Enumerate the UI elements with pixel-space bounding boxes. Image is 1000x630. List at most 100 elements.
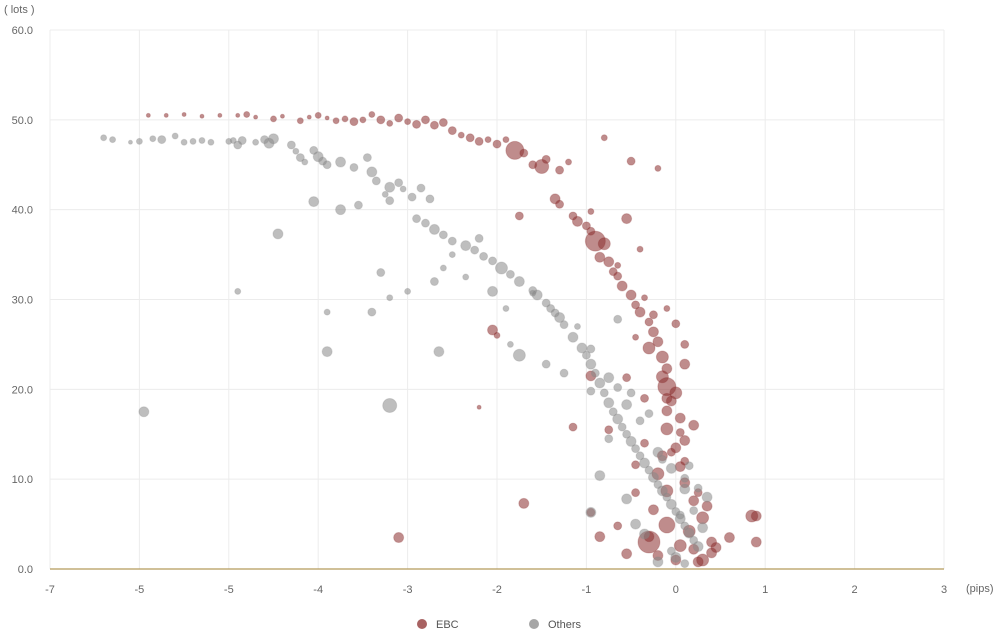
data-point bbox=[476, 404, 482, 410]
data-point bbox=[321, 346, 333, 358]
data-point bbox=[407, 192, 417, 202]
data-point bbox=[750, 510, 762, 522]
data-point bbox=[335, 204, 347, 216]
data-point bbox=[696, 511, 710, 525]
data-point bbox=[546, 303, 556, 313]
y-tick-label: 60.0 bbox=[12, 25, 33, 37]
x-tick-label: 2 bbox=[852, 584, 858, 596]
data-point bbox=[296, 117, 304, 125]
data-point bbox=[559, 368, 569, 378]
data-point bbox=[502, 136, 510, 144]
data-point bbox=[474, 136, 484, 146]
data-point bbox=[412, 119, 422, 129]
data-point bbox=[306, 114, 312, 120]
data-point bbox=[308, 196, 320, 208]
data-point bbox=[647, 326, 659, 338]
data-point bbox=[462, 273, 470, 281]
data-point bbox=[666, 447, 676, 457]
data-point bbox=[594, 377, 606, 389]
data-point bbox=[207, 138, 215, 146]
data-point bbox=[594, 470, 606, 482]
data-point bbox=[662, 492, 672, 502]
data-point bbox=[235, 112, 241, 118]
data-point bbox=[603, 372, 615, 384]
data-point bbox=[636, 245, 644, 253]
data-point bbox=[189, 137, 197, 145]
data-point bbox=[652, 556, 664, 568]
data-point bbox=[199, 113, 205, 119]
data-point bbox=[626, 388, 636, 398]
data-point bbox=[368, 110, 376, 118]
data-point bbox=[229, 136, 237, 144]
data-point bbox=[603, 397, 615, 409]
data-point bbox=[750, 536, 762, 548]
data-point bbox=[671, 319, 681, 329]
x-tick-label: -7 bbox=[45, 584, 55, 596]
data-point bbox=[635, 451, 645, 461]
data-points bbox=[100, 110, 762, 569]
data-point bbox=[655, 350, 669, 364]
data-point bbox=[642, 341, 656, 355]
data-point bbox=[279, 113, 285, 119]
data-point bbox=[693, 483, 703, 493]
data-point bbox=[157, 135, 167, 145]
data-point bbox=[502, 304, 510, 312]
data-point bbox=[301, 158, 309, 166]
data-point bbox=[416, 183, 426, 193]
data-point bbox=[394, 113, 404, 123]
data-point bbox=[688, 419, 700, 431]
data-point bbox=[341, 115, 349, 123]
data-point bbox=[429, 120, 439, 130]
data-point bbox=[243, 110, 251, 118]
data-point bbox=[674, 412, 686, 424]
data-point bbox=[640, 393, 650, 403]
data-point bbox=[513, 276, 525, 288]
data-point bbox=[353, 200, 363, 210]
data-point bbox=[541, 298, 551, 308]
data-point bbox=[631, 300, 641, 310]
data-point bbox=[272, 228, 284, 240]
data-point bbox=[657, 454, 667, 464]
data-point bbox=[420, 115, 430, 125]
data-point bbox=[586, 344, 596, 354]
data-point bbox=[447, 126, 457, 136]
data-point bbox=[323, 308, 331, 316]
data-point bbox=[270, 115, 277, 123]
data-point bbox=[631, 488, 641, 498]
data-point bbox=[647, 504, 659, 516]
data-point bbox=[234, 287, 242, 295]
data-point bbox=[386, 119, 394, 127]
data-point bbox=[663, 304, 671, 312]
data-point bbox=[658, 516, 676, 534]
data-point bbox=[594, 531, 606, 543]
data-point bbox=[613, 314, 623, 324]
data-point bbox=[470, 245, 480, 255]
data-point bbox=[429, 277, 439, 287]
data-point bbox=[559, 320, 569, 330]
data-point bbox=[587, 207, 595, 215]
data-point bbox=[465, 133, 475, 143]
data-point bbox=[505, 269, 515, 279]
data-point bbox=[366, 166, 378, 178]
x-tick-label: 0 bbox=[673, 584, 679, 596]
data-point bbox=[568, 422, 578, 432]
legend-label-ebc: EBC bbox=[436, 619, 459, 630]
y-axis: 0.0 10.0 20.0 30.0 40.0 50.0 60.0 bbox=[12, 25, 33, 576]
data-point bbox=[438, 230, 448, 240]
y-tick-label: 0.0 bbox=[18, 564, 33, 576]
data-point bbox=[625, 289, 637, 301]
data-point bbox=[652, 336, 664, 348]
data-point bbox=[198, 136, 206, 144]
data-point bbox=[680, 339, 690, 349]
data-point bbox=[617, 422, 627, 432]
data-point bbox=[394, 178, 404, 188]
data-point bbox=[665, 462, 677, 474]
data-point bbox=[644, 409, 654, 419]
data-point bbox=[647, 471, 659, 483]
data-point bbox=[376, 115, 386, 125]
data-point bbox=[585, 358, 597, 370]
data-point bbox=[652, 446, 664, 458]
data-point bbox=[253, 114, 259, 120]
data-point bbox=[367, 307, 377, 317]
data-point bbox=[492, 139, 502, 149]
